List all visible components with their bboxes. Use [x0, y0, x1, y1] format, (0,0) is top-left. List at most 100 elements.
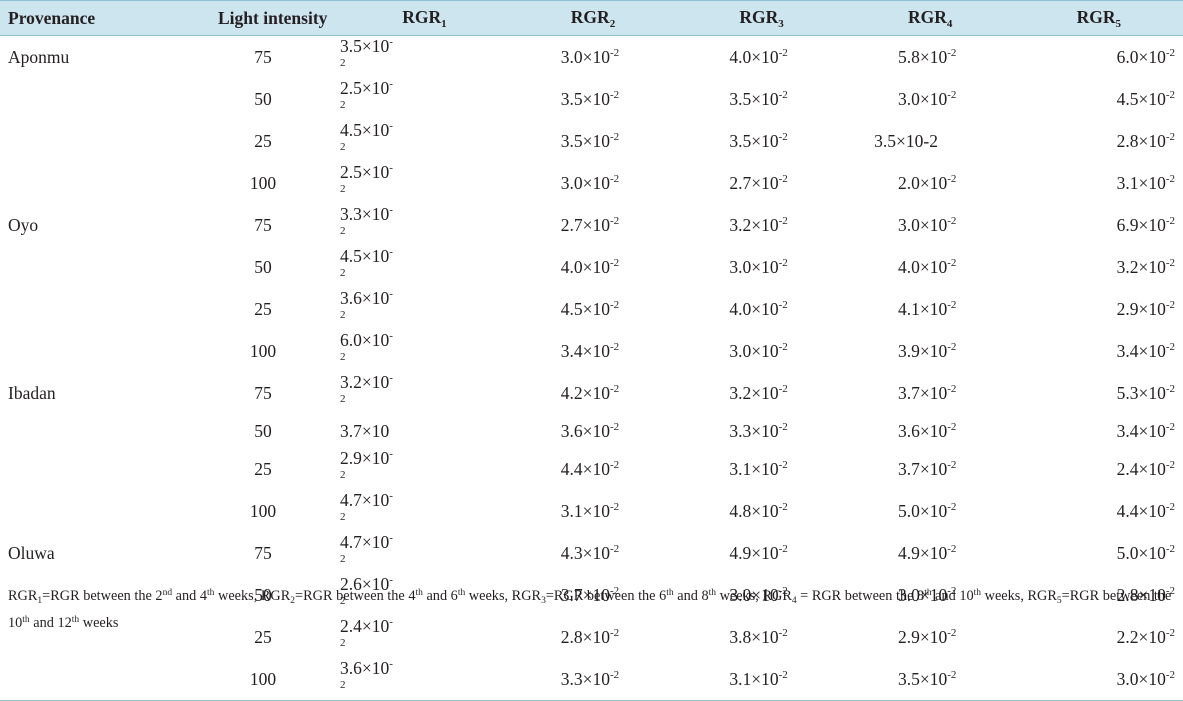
light-intensity-cell: 25 [254, 130, 272, 151]
mantissa: 4.5 [340, 246, 362, 266]
times-ten: ×10 [1138, 420, 1166, 441]
times-ten: ×10 [582, 458, 611, 479]
exponent: -2 [610, 458, 620, 471]
exponent: -2 [947, 458, 957, 471]
exponent: -2 [947, 46, 957, 59]
rgr-3-cell: 3.1×10-2 [677, 658, 846, 701]
raw-value: 3.7×10 [340, 420, 390, 441]
times-ten: ×10 [919, 340, 948, 361]
exponent: -2 [340, 36, 393, 69]
mantissa: 3.4 [1116, 340, 1139, 361]
light-intensity-cell: 100 [249, 500, 277, 521]
mantissa: 4.7 [340, 532, 362, 553]
rgr-1-cell: 3.6×10-2 [340, 288, 509, 330]
provenance-cell [0, 658, 186, 701]
times-ten: ×10 [919, 298, 948, 319]
mantissa: 3.3 [729, 420, 752, 441]
exponent: -2 [947, 172, 957, 185]
mantissa: 3.6 [560, 420, 583, 441]
rgr-1-cell: 4.7×10-2 [340, 532, 509, 574]
exponent: -2 [1165, 214, 1175, 227]
rgr-2-cell: 3.3×10-2 [508, 658, 678, 701]
mantissa: 3.3 [340, 204, 362, 224]
times-ten: ×10 [361, 658, 390, 679]
rgr-4-cell: 3.5×10-2 [845, 658, 1015, 701]
light-intensity-cell: 75 [254, 382, 272, 403]
header-rgr-1: RGR1 [340, 0, 509, 36]
times-ten: ×10 [1138, 382, 1166, 403]
exponent: -2 [947, 214, 957, 227]
footnote-text: RGR [762, 588, 792, 604]
exponent: -2 [1165, 668, 1175, 681]
exponent: -2 [610, 214, 620, 227]
table-row: 25 2.9×10-2 4.4×10-2 3.1×10-2 3.7×10-2 2.4×10… [0, 448, 1183, 490]
times-ten: ×10 [361, 330, 390, 350]
footnote-superscript: th [22, 614, 30, 625]
exponent: -2 [610, 382, 620, 395]
mantissa: 2.5 [340, 78, 362, 98]
times-ten: ×10 [361, 78, 390, 98]
rgr-2-cell: 3.5×10-2 [509, 120, 678, 162]
exponent: -2 [778, 172, 788, 185]
rgr-5-cell: 3.0×10-2 [1014, 658, 1183, 701]
footnote-text: and 8 [673, 588, 709, 604]
rgr-2-cell: 4.2×10-2 [509, 372, 678, 414]
mantissa: 3.6 [340, 658, 362, 679]
times-ten: ×10 [582, 382, 611, 403]
light-intensity-cell: 100 [249, 340, 277, 361]
provenance-cell: Oyo [8, 214, 39, 235]
exponent: -2 [947, 500, 957, 513]
mantissa: 2.7 [729, 172, 752, 193]
mantissa: 3.7 [560, 584, 583, 605]
footnote-subscript: 1 [37, 596, 43, 606]
times-ten: ×10 [751, 130, 779, 151]
rgr-5-cell: 2.8×10-2 [1014, 574, 1183, 616]
times-ten: ×10 [361, 36, 390, 56]
times-ten: ×10 [919, 542, 948, 563]
footnote-superscript: th [457, 588, 466, 598]
exponent: -2 [340, 246, 393, 279]
rgr-5-cell: 5.3×10-2 [1014, 372, 1183, 414]
times-ten: ×10 [1138, 214, 1166, 235]
exponent: -2 [610, 542, 620, 555]
rgr-2-cell: 4.5×10-2 [509, 288, 678, 330]
exponent: -2 [947, 88, 957, 101]
mantissa: 3.1 [729, 458, 752, 479]
mantissa: 3.3 [560, 668, 583, 689]
rgr-2-cell: 3.0×10-2 [509, 36, 678, 79]
rgr-1-cell: 6.0×10-2 [340, 330, 509, 372]
footnote-text: =RGR between the 2 [42, 588, 163, 604]
times-ten: ×10 [919, 458, 948, 479]
mantissa: 2.9 [340, 448, 362, 469]
exponent: -2 [610, 298, 620, 311]
times-ten: ×10 [582, 420, 611, 441]
mantissa: 3.0 [560, 172, 583, 193]
times-ten: ×10 [1138, 584, 1166, 605]
times-ten: ×10 [751, 500, 779, 521]
mantissa: 3.6 [897, 420, 920, 441]
exponent: -2 [340, 330, 393, 363]
exponent: -2 [1165, 130, 1175, 143]
mantissa: 4.5 [340, 120, 362, 140]
times-ten: ×10 [361, 246, 390, 266]
exponent: -2 [1165, 382, 1175, 395]
rgr-4-cell: 3.0×10-2 [846, 78, 1015, 120]
exponent: -2 [778, 298, 788, 311]
rgr-1-cell: 4.5×10-2 [340, 246, 509, 288]
rgr-2-cell: 3.7×10-2 [509, 574, 678, 616]
rgr-3-cell: 4.8×10-2 [677, 490, 846, 532]
mantissa: 5.8 [897, 46, 920, 67]
rgr-4-cell: 3.7×10-2 [846, 372, 1015, 414]
exponent: -2 [1165, 88, 1175, 101]
mantissa: 2.5 [340, 162, 362, 182]
rgr-4-cell: 3.9×10-2 [846, 330, 1015, 372]
mantissa: 3.5 [729, 130, 752, 151]
light-intensity-cell: 50 [254, 88, 272, 109]
times-ten: ×10 [751, 458, 779, 479]
exponent: -2 [340, 532, 393, 566]
mantissa: 3.4 [560, 340, 583, 361]
rgr-3-cell: 3.0×10-2 [677, 330, 846, 372]
rgr-3-cell: 3.1×10-2 [677, 448, 846, 490]
times-ten: ×10 [1138, 542, 1166, 563]
